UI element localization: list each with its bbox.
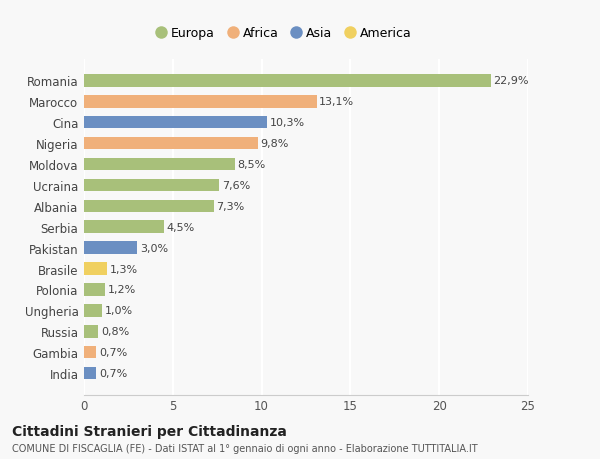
Bar — [84, 75, 491, 87]
Text: COMUNE DI FISCAGLIA (FE) - Dati ISTAT al 1° gennaio di ogni anno - Elaborazione : COMUNE DI FISCAGLIA (FE) - Dati ISTAT al… — [12, 443, 478, 453]
Bar — [84, 200, 214, 213]
Text: 0,7%: 0,7% — [99, 368, 127, 378]
Text: 4,5%: 4,5% — [167, 222, 195, 232]
Text: 7,6%: 7,6% — [221, 180, 250, 190]
Text: 3,0%: 3,0% — [140, 243, 168, 253]
Bar — [84, 263, 107, 275]
Text: 1,3%: 1,3% — [110, 264, 138, 274]
Bar — [84, 158, 235, 171]
Bar — [84, 138, 258, 150]
Text: 1,2%: 1,2% — [108, 285, 136, 295]
Legend: Europa, Africa, Asia, America: Europa, Africa, Asia, America — [151, 22, 416, 45]
Text: 13,1%: 13,1% — [319, 97, 355, 107]
Text: 10,3%: 10,3% — [269, 118, 305, 128]
Bar — [84, 242, 137, 254]
Bar — [84, 284, 106, 296]
Bar — [84, 346, 97, 358]
Text: 0,7%: 0,7% — [99, 347, 127, 358]
Bar — [84, 304, 102, 317]
Text: 8,5%: 8,5% — [238, 160, 266, 170]
Bar — [84, 179, 219, 192]
Text: 9,8%: 9,8% — [261, 139, 289, 149]
Bar — [84, 221, 164, 234]
Bar — [84, 117, 267, 129]
Bar — [84, 367, 97, 380]
Bar — [84, 96, 317, 108]
Bar — [84, 325, 98, 338]
Text: 0,8%: 0,8% — [101, 326, 129, 336]
Text: 1,0%: 1,0% — [104, 306, 133, 316]
Text: 7,3%: 7,3% — [217, 202, 245, 211]
Text: 22,9%: 22,9% — [493, 76, 529, 86]
Text: Cittadini Stranieri per Cittadinanza: Cittadini Stranieri per Cittadinanza — [12, 425, 287, 438]
